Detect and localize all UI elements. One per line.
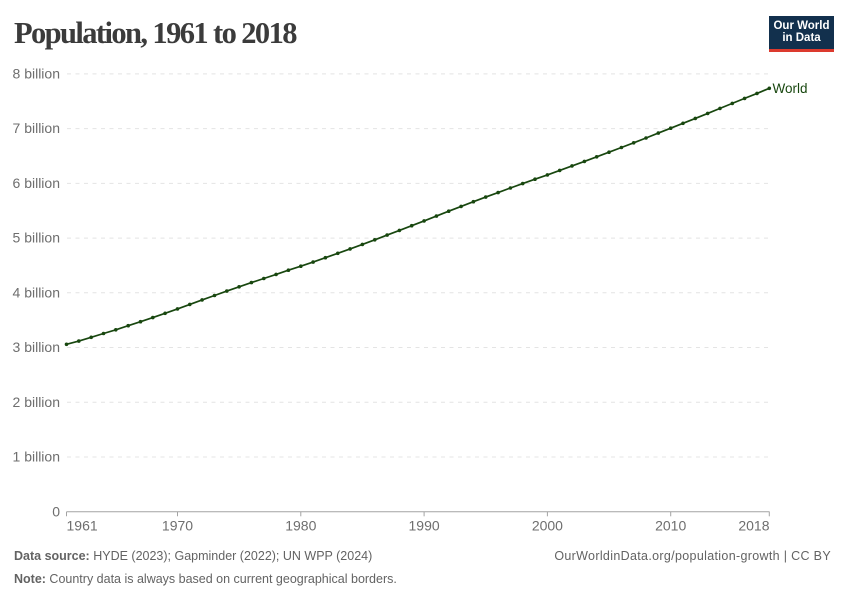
svg-text:5 billion: 5 billion bbox=[13, 230, 60, 246]
svg-text:0: 0 bbox=[52, 503, 60, 519]
svg-text:2010: 2010 bbox=[655, 518, 686, 534]
svg-text:1961: 1961 bbox=[67, 518, 98, 534]
svg-text:6 billion: 6 billion bbox=[13, 175, 60, 191]
svg-text:2018: 2018 bbox=[738, 518, 769, 534]
svg-text:1 billion: 1 billion bbox=[13, 449, 60, 465]
svg-text:2 billion: 2 billion bbox=[13, 394, 60, 410]
svg-text:World: World bbox=[773, 81, 808, 96]
svg-text:7 billion: 7 billion bbox=[13, 120, 60, 136]
svg-text:3 billion: 3 billion bbox=[13, 339, 60, 355]
svg-text:1980: 1980 bbox=[285, 518, 316, 534]
svg-text:2000: 2000 bbox=[532, 518, 563, 534]
svg-text:1990: 1990 bbox=[409, 518, 440, 534]
svg-text:8 billion: 8 billion bbox=[13, 66, 60, 82]
svg-text:4 billion: 4 billion bbox=[13, 284, 60, 300]
svg-text:1970: 1970 bbox=[162, 518, 193, 534]
